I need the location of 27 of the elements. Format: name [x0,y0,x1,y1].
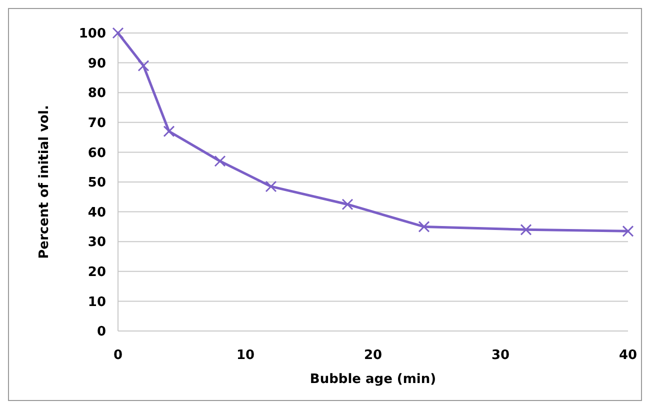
x-tick-label: 40 [618,348,638,363]
x-tick-label: 0 [113,348,123,363]
point [265,180,277,192]
x-tick-label: 30 [491,348,510,363]
y-tick-label: 40 [88,205,106,220]
point [342,198,354,210]
y-tick-label: 70 [88,116,106,131]
x-axis-title: Bubble age (min) [310,372,436,387]
y-tick-label: 30 [88,235,106,250]
point [622,225,634,237]
y-tick-label: 0 [96,324,106,340]
y-tick-label: 20 [88,264,106,280]
point [214,155,226,167]
y-tick-label: 10 [88,294,106,310]
y-axis-title: Percent of initial vol. [37,105,52,259]
point [112,27,124,39]
y-tick-label: 80 [88,86,106,102]
y-tick-label: 50 [88,176,106,191]
y-tick-label: 90 [88,56,106,72]
y-tick-label: 60 [88,146,106,161]
point [520,224,532,236]
x-tick-label: 10 [236,348,255,363]
point [163,126,175,138]
y-tick-label: 100 [78,26,106,42]
point [418,220,430,232]
x-tick-label: 20 [364,348,382,363]
point [138,60,150,72]
